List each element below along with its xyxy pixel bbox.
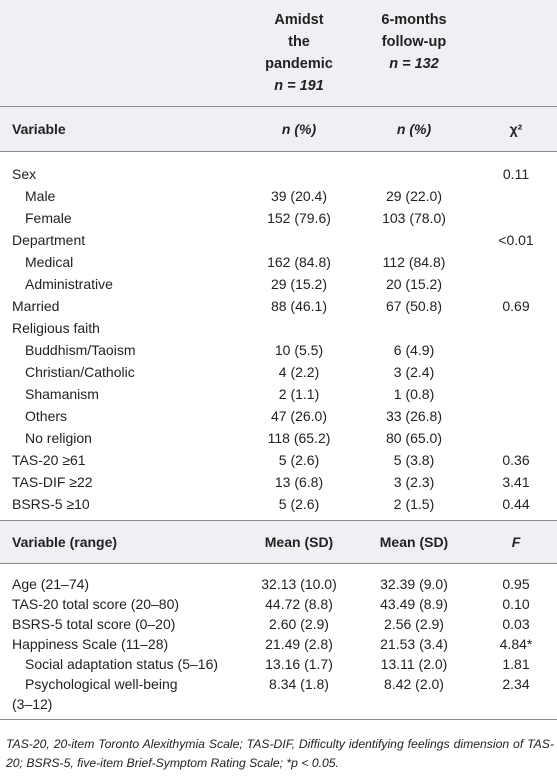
row-label: Happiness Scale (11–28)	[12, 636, 169, 652]
cell-pandemic: 5 (2.6)	[278, 496, 320, 512]
n-percent-header: n (%)	[281, 121, 317, 137]
col-header-pandemic: Amidst the pandemic n = 191	[265, 12, 333, 94]
cell-statistic: 0.95	[502, 576, 530, 592]
cell-statistic: 0.44	[502, 496, 530, 512]
cell-pandemic: 39 (20.4)	[270, 188, 328, 204]
cell-statistic: 0.36	[502, 452, 530, 468]
cell-followup: 5 (3.8)	[393, 452, 435, 468]
mean-sd-header: Mean (SD)	[379, 534, 449, 550]
cell-pandemic: 8.34 (1.8)	[269, 676, 329, 692]
cell-pandemic: 21.49 (2.8)	[265, 636, 333, 652]
row-label: Age (21–74)	[12, 576, 90, 592]
row-label: Buddhism/Taoism	[25, 342, 136, 358]
variable-header: Variable	[12, 121, 66, 137]
row-label: No religion	[25, 430, 92, 446]
cell-followup: 1 (0.8)	[393, 386, 435, 402]
row-label: Married	[12, 298, 60, 314]
cell-followup: 103 (78.0)	[382, 210, 446, 226]
row-label: Social adaptation status (5–16)	[25, 656, 219, 672]
cell-pandemic: 29 (15.2)	[270, 276, 328, 292]
cell-statistic: <0.01	[498, 232, 534, 248]
cell-statistic: 1.81	[502, 656, 530, 672]
row-label: Others	[25, 408, 68, 424]
cell-statistic: 0.69	[502, 298, 530, 314]
chi-square-header: χ²	[509, 121, 523, 137]
row-label: Religious faith	[12, 320, 100, 336]
table-bottom-rule	[0, 719, 557, 720]
cell-followup: 3 (2.4)	[393, 364, 435, 380]
cell-statistic: 3.41	[502, 474, 530, 490]
row-label: Psychological well-being	[25, 676, 178, 692]
row-label: TAS-DIF ≥22	[12, 474, 93, 490]
cell-pandemic: 4 (2.2)	[278, 364, 320, 380]
cell-pandemic: 2 (1.1)	[278, 386, 320, 402]
cell-pandemic: 10 (5.5)	[274, 342, 324, 358]
cell-followup: 2 (1.5)	[393, 496, 435, 512]
cell-followup: 8.42 (2.0)	[384, 676, 444, 692]
cell-followup: 2.56 (2.9)	[384, 616, 444, 632]
cell-pandemic: 47 (26.0)	[270, 408, 328, 424]
cell-pandemic: 2.60 (2.9)	[269, 616, 329, 632]
cell-statistic: 0.10	[502, 596, 530, 612]
cell-pandemic: 13 (6.8)	[274, 474, 324, 490]
row-label: TAS-20 ≥61	[12, 452, 86, 468]
row-label: Christian/Catholic	[25, 364, 135, 380]
cell-followup: 80 (65.0)	[385, 430, 443, 446]
row-label: Male	[25, 188, 56, 204]
table-footnote: TAS-20, 20-item Toronto Alexithymia Scal…	[6, 737, 554, 770]
cell-followup: 21.53 (3.4)	[380, 636, 448, 652]
row-label: Department	[12, 232, 86, 248]
cell-statistic: 4.84*	[499, 636, 533, 652]
section2-header-band	[0, 520, 557, 564]
f-statistic-header: F	[511, 534, 521, 550]
header-band	[0, 0, 557, 106]
cell-statistic: 2.34	[502, 676, 530, 692]
cell-pandemic: 5 (2.6)	[278, 452, 320, 468]
row-label: Shamanism	[25, 386, 99, 402]
section1-header-band	[0, 106, 557, 152]
mean-sd-header: Mean (SD)	[264, 534, 334, 550]
row-label: BSRS-5 ≥10	[12, 496, 90, 512]
cell-followup: 6 (4.9)	[393, 342, 435, 358]
cell-followup: 29 (22.0)	[385, 188, 443, 204]
row-label: (3–12)	[12, 696, 53, 712]
cell-followup: 20 (15.2)	[385, 276, 443, 292]
row-label: BSRS-5 total score (0–20)	[12, 616, 176, 632]
cell-followup: 43.49 (8.9)	[380, 596, 448, 612]
cell-statistic: 0.11	[502, 166, 530, 182]
row-label: Medical	[25, 254, 74, 270]
cell-pandemic: 118 (65.2)	[267, 430, 331, 446]
cell-statistic: 0.03	[502, 616, 530, 632]
n-percent-header: n (%)	[396, 121, 432, 137]
cell-followup: 32.39 (9.0)	[380, 576, 448, 592]
cell-pandemic: 44.72 (8.8)	[265, 596, 333, 612]
cell-followup: 3 (2.3)	[393, 474, 435, 490]
cell-pandemic: 13.16 (1.7)	[265, 656, 333, 672]
row-label: Female	[25, 210, 72, 226]
row-label: TAS-20 total score (20–80)	[12, 596, 180, 612]
row-label: Sex	[12, 166, 37, 182]
cell-followup: 13.11 (2.0)	[380, 656, 448, 672]
variable-range-header: Variable (range)	[12, 534, 118, 550]
cell-pandemic: 152 (79.6)	[267, 210, 331, 226]
cell-followup: 33 (26.8)	[385, 408, 443, 424]
cell-followup: 112 (84.8)	[382, 254, 446, 270]
cell-pandemic: 162 (84.8)	[267, 254, 331, 270]
cell-followup: 67 (50.8)	[385, 298, 443, 314]
row-label: Administrative	[25, 276, 113, 292]
col-header-followup: 6-months follow-up n = 132	[381, 12, 447, 72]
cell-pandemic: 32.13 (10.0)	[261, 576, 337, 592]
cell-pandemic: 88 (46.1)	[270, 298, 328, 314]
